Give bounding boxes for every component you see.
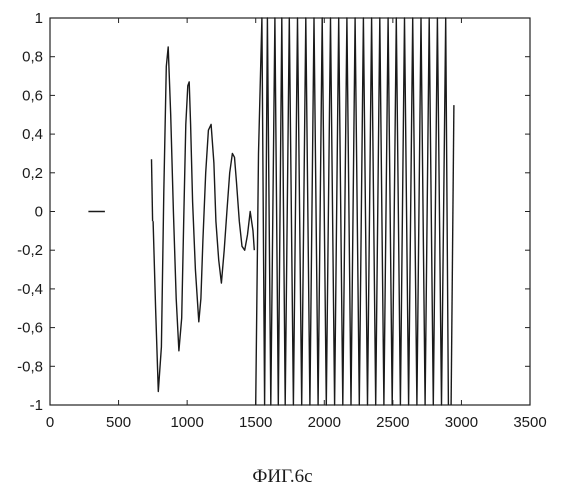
y-tick-label: -0,8: [17, 358, 43, 375]
series-line-segment: [152, 159, 153, 221]
y-tick-label: 1: [35, 10, 43, 27]
figure-caption: ФИГ.6с: [0, 466, 565, 488]
y-tick-label: -0,6: [17, 320, 43, 337]
y-tick-label: 0,6: [22, 87, 43, 104]
x-tick-label: 1000: [170, 414, 203, 431]
series-line-segment: [153, 47, 254, 392]
y-tick-label: 0,8: [22, 49, 43, 66]
x-tick-label: 3500: [513, 414, 546, 431]
x-tick-label: 0: [46, 414, 54, 431]
x-tick-label: 3000: [445, 414, 478, 431]
y-tick-label: -0,4: [17, 281, 43, 298]
series-line-segment: [451, 105, 454, 405]
y-tick-label: -0,2: [17, 242, 43, 259]
x-tick-label: 500: [106, 414, 131, 431]
line-chart: 0 500 1000 1500 2000 2500 3000 3500 1 0,8 0,6 0,4 0,…: [0, 0, 565, 460]
x-tick-label: 2500: [376, 414, 409, 431]
y-tick-label: 0: [35, 204, 43, 221]
x-tick-label: 1500: [239, 414, 272, 431]
y-tick-label: 0,2: [22, 165, 43, 182]
y-tick-label: -1: [30, 397, 43, 414]
y-tick-label: 0,4: [22, 126, 43, 143]
series-lines: [88, 18, 454, 405]
x-tick-label: 2000: [308, 414, 341, 431]
series-line-segment: [256, 18, 449, 405]
